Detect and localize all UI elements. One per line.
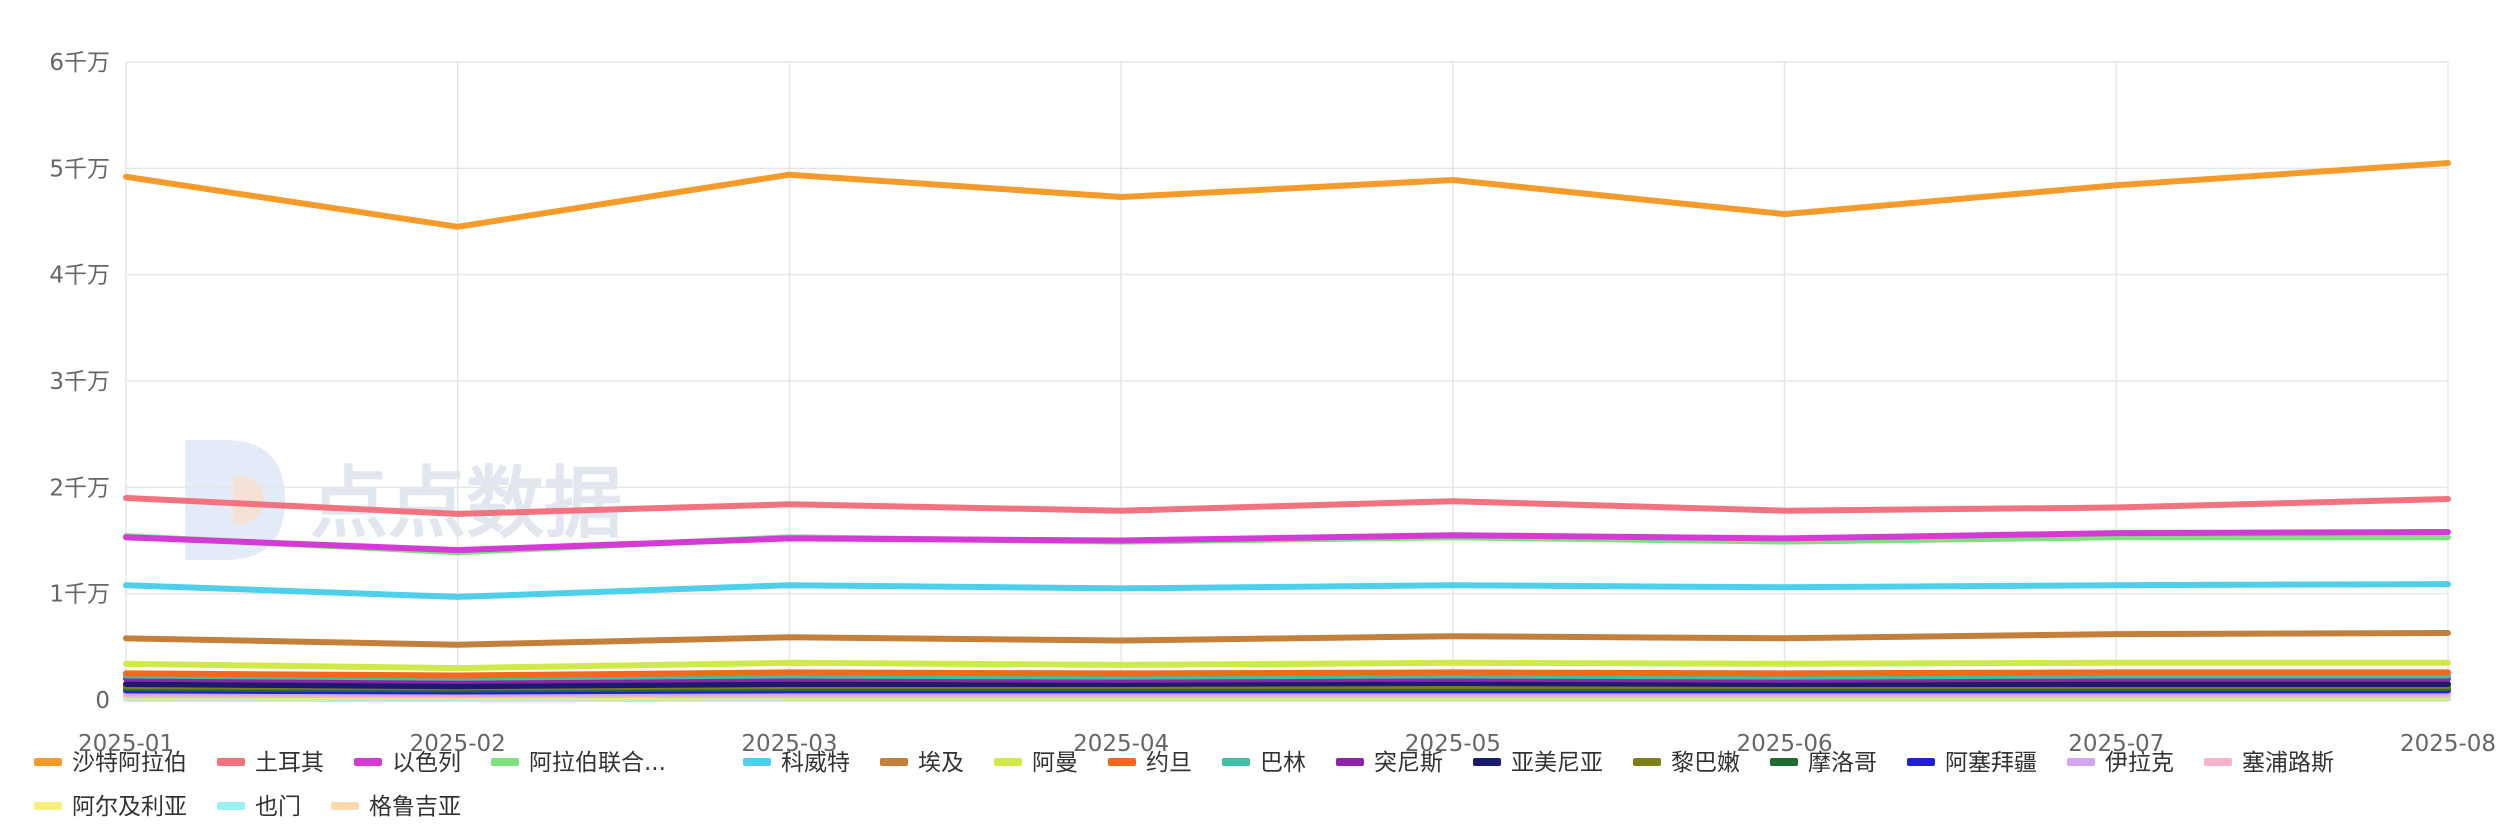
- legend-swatch: [1907, 758, 1935, 766]
- y-tick-label: 2千万: [49, 475, 110, 501]
- x-tick-label: 2025-01: [78, 731, 174, 757]
- legend-swatch: [34, 802, 62, 810]
- legend-item[interactable]: 科威特: [743, 750, 850, 776]
- legend-swatch: [1770, 758, 1798, 766]
- legend-swatch: [1222, 758, 1250, 766]
- legend[interactable]: 沙特阿拉伯 土耳其 以色列 阿拉伯联合... 科威特 埃及 阿曼 约旦 巴林 突尼斯 亚美尼亚 黎巴嫩…: [34, 750, 2334, 820]
- legend-item[interactable]: 突尼斯: [1336, 750, 1443, 776]
- legend-item[interactable]: 亚美尼亚: [1473, 750, 1603, 776]
- series-line: [123, 675, 2451, 684]
- legend-swatch: [491, 758, 519, 766]
- legend-label: 巴林: [1260, 750, 1306, 776]
- legend-item[interactable]: 黎巴嫩: [1633, 750, 1740, 776]
- legend-item[interactable]: 阿拉伯联合...: [491, 750, 666, 776]
- legend-label: 沙特阿拉伯: [72, 750, 187, 776]
- legend-label: 土耳其: [255, 750, 324, 776]
- y-tick-label: 5千万: [49, 156, 110, 182]
- y-tick-label: 4千万: [49, 263, 110, 289]
- series-line: [123, 529, 2451, 554]
- legend-label: 摩洛哥: [1808, 750, 1877, 776]
- legend-item[interactable]: 摩洛哥: [1770, 750, 1877, 776]
- legend-swatch: [217, 802, 245, 810]
- y-tick-label: 1千万: [49, 582, 110, 608]
- series-line: [123, 581, 2451, 600]
- legend-item[interactable]: 沙特阿拉伯: [34, 750, 187, 776]
- x-tick-label: 2025-06: [1737, 731, 1833, 757]
- legend-label: 塞浦路斯: [2242, 750, 2334, 776]
- series-line: [123, 495, 2451, 517]
- y-tick-label: 6千万: [49, 50, 110, 76]
- legend-swatch: [880, 758, 908, 766]
- legend-item[interactable]: 埃及: [880, 750, 964, 776]
- legend-item[interactable]: 格鲁吉亚: [331, 794, 461, 820]
- x-tick-label: 2025-08: [2400, 731, 2496, 757]
- legend-label: 以色列: [392, 750, 461, 776]
- legend-label: 阿拉伯联合...: [529, 750, 666, 776]
- watermark-text: 点点数据: [310, 459, 622, 549]
- series-line: [123, 160, 2451, 230]
- x-tick-label: 2025-02: [410, 731, 506, 757]
- legend-item[interactable]: 阿尔及利亚: [34, 794, 187, 820]
- legend-item[interactable]: 土耳其: [217, 750, 324, 776]
- legend-label: 也门: [255, 794, 301, 820]
- legend-label: 埃及: [918, 750, 964, 776]
- series-line: [123, 659, 2451, 672]
- legend-swatch: [2067, 758, 2095, 766]
- legend-swatch: [217, 758, 245, 766]
- legend-item[interactable]: 塞浦路斯: [2204, 750, 2334, 776]
- legend-item[interactable]: 约旦: [1108, 750, 1192, 776]
- y-axis-ticks: 0 1千万 2千万 3千万 4千万 5千万 6千万: [49, 50, 110, 714]
- legend-item[interactable]: 巴林: [1222, 750, 1306, 776]
- x-tick-label: 2025-05: [1405, 731, 1501, 757]
- legend-swatch: [1108, 758, 1136, 766]
- watermark: 点点数据: [185, 440, 622, 560]
- series-line: [123, 630, 2451, 648]
- legend-item[interactable]: 阿曼: [994, 750, 1078, 776]
- x-tick-label: 2025-07: [2068, 731, 2164, 757]
- legend-label: 突尼斯: [1374, 750, 1443, 776]
- legend-swatch: [1473, 758, 1501, 766]
- grid: [125, 61, 2449, 701]
- legend-label: 亚美尼亚: [1511, 750, 1603, 776]
- legend-label: 伊拉克: [2105, 750, 2174, 776]
- legend-swatch: [34, 758, 62, 766]
- series-lines: [123, 160, 2451, 702]
- legend-swatch: [1633, 758, 1661, 766]
- legend-item[interactable]: 也门: [217, 794, 301, 820]
- legend-item[interactable]: 伊拉克: [2067, 750, 2174, 776]
- legend-item[interactable]: 以色列: [354, 750, 461, 776]
- legend-label: 科威特: [781, 750, 850, 776]
- legend-label: 黎巴嫩: [1671, 750, 1740, 776]
- x-axis-ticks: 2025-01 2025-02 2025-03 2025-04 2025-05 2025-…: [78, 731, 2496, 757]
- legend-swatch: [354, 758, 382, 766]
- x-tick-label: 2025-04: [1073, 731, 1169, 757]
- legend-swatch: [331, 802, 359, 810]
- legend-item[interactable]: 阿塞拜疆: [1907, 750, 2037, 776]
- legend-swatch: [994, 758, 1022, 766]
- y-tick-label: 3千万: [49, 369, 110, 395]
- legend-label: 阿曼: [1032, 750, 1078, 776]
- legend-swatch: [743, 758, 771, 766]
- legend-label: 约旦: [1146, 750, 1192, 776]
- legend-swatch: [1336, 758, 1364, 766]
- series-line: [123, 669, 2451, 679]
- legend-label: 阿尔及利亚: [72, 794, 187, 820]
- legend-label: 格鲁吉亚: [369, 794, 461, 820]
- legend-label: 阿塞拜疆: [1945, 750, 2037, 776]
- series-line: [123, 680, 2451, 690]
- legend-swatch: [2204, 758, 2232, 766]
- x-tick-label: 2025-03: [741, 731, 837, 757]
- y-tick-label: 0: [95, 688, 110, 714]
